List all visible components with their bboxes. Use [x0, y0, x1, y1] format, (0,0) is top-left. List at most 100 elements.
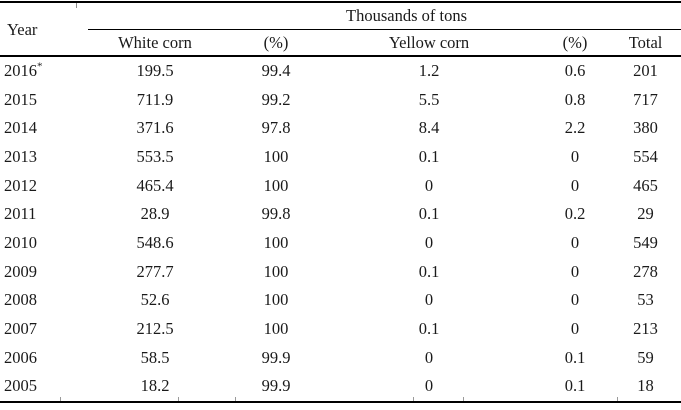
- white-corn-value-cell: 371.6: [136, 118, 174, 138]
- yellow-corn-pct-cell: 0.8: [564, 89, 586, 109]
- year-cell: 2007: [0, 315, 76, 344]
- yellow-corn-pct-cell: 0.1: [564, 376, 586, 396]
- yellow-corn-value-cell: 0.1: [418, 204, 440, 224]
- year-label: 2013: [4, 147, 37, 167]
- yellow-corn-value-cell: 0: [424, 233, 434, 253]
- table-row: 2014 371.6 97.8 8.4 2.2 380: [0, 114, 681, 143]
- year-cell: 2008: [0, 286, 76, 315]
- white-corn-pct-cell: 100: [263, 261, 289, 281]
- white-corn-pct-cell: 99.2: [261, 89, 291, 109]
- year-cell: 2011: [0, 200, 76, 229]
- year-label: 2015: [4, 89, 37, 109]
- table-row: 2016* 199.5 99.4 1.2 0.6 201: [0, 57, 681, 86]
- white-corn-value-cell: 277.7: [136, 261, 174, 281]
- yellow-corn-value-cell: 1.2: [418, 61, 440, 81]
- table-row: 2010 548.6 100 0 0 549: [0, 229, 681, 258]
- yellow-corn-value-cell: 0: [424, 376, 434, 396]
- white-corn-value-cell: 199.5: [136, 61, 174, 81]
- year-label: 2010: [4, 233, 37, 253]
- table-body: 2016* 199.5 99.4 1.2 0.6 201 2015 711.9 …: [0, 57, 681, 401]
- column-boundary-tick: [463, 397, 464, 401]
- yellow-corn-value-cell: 0.1: [418, 147, 440, 167]
- yellow-corn-pct-cell: 0: [570, 318, 580, 338]
- group-header-thousands-of-tons: Thousands of tons: [346, 5, 468, 25]
- table-row: 2005 18.2 99.9 0 0.1 18: [0, 372, 681, 401]
- header-bottom-rule: [0, 55, 681, 57]
- year-label: 2012: [4, 175, 37, 195]
- yellow-corn-value-cell: 5.5: [418, 89, 440, 109]
- white-corn-value-cell: 711.9: [136, 89, 174, 109]
- column-boundary-tick: [235, 397, 236, 401]
- table-row: 2007 212.5 100 0.1 0 213: [0, 315, 681, 344]
- column-header-row: White corn (%) Yellow corn (%) Total: [0, 29, 681, 57]
- column-header-yellow-corn-pct: (%): [562, 32, 588, 52]
- white-corn-pct-cell: 100: [263, 290, 289, 310]
- white-corn-value-cell: 465.4: [136, 175, 174, 195]
- yellow-corn-value-cell: 0: [424, 347, 434, 367]
- column-header-year: Year: [7, 19, 38, 39]
- total-value-cell: 554: [633, 147, 658, 167]
- total-value-cell: 717: [633, 89, 658, 109]
- yellow-corn-pct-cell: 0: [570, 175, 580, 195]
- table-row: 2009 277.7 100 0.1 0 278: [0, 258, 681, 287]
- column-header-total: Total: [628, 32, 663, 52]
- column-boundary-tick: [76, 3, 77, 8]
- year-cell: 2015: [0, 86, 76, 115]
- column-boundary-tick: [413, 397, 414, 401]
- year-cell: 2014: [0, 114, 76, 143]
- yellow-corn-value-cell: 8.4: [418, 118, 440, 138]
- yellow-corn-pct-cell: 0.2: [564, 204, 586, 224]
- year-cell: 2013: [0, 143, 76, 172]
- table-bottom-rule: [0, 401, 681, 403]
- white-corn-pct-cell: 99.9: [261, 347, 291, 367]
- yellow-corn-pct-cell: 0: [570, 233, 580, 253]
- white-corn-value-cell: 18.2: [140, 376, 170, 396]
- total-value-cell: 29: [637, 204, 654, 224]
- yellow-corn-value-cell: 0: [424, 290, 434, 310]
- column-boundary-tick: [60, 397, 61, 401]
- total-value-cell: 59: [637, 347, 654, 367]
- column-boundary-tick: [178, 397, 179, 401]
- year-label: 2014: [4, 118, 37, 138]
- column-boundary-tick: [617, 397, 618, 401]
- year-label: 2011: [4, 204, 37, 224]
- year-cell: 2005: [0, 372, 76, 401]
- white-corn-value-cell: 58.5: [140, 347, 170, 367]
- total-value-cell: 53: [637, 290, 654, 310]
- white-corn-value-cell: 52.6: [140, 290, 170, 310]
- yellow-corn-pct-cell: 0.1: [564, 347, 586, 367]
- yellow-corn-pct-cell: 0: [570, 261, 580, 281]
- white-corn-pct-cell: 99.8: [261, 204, 291, 224]
- total-value-cell: 380: [633, 118, 658, 138]
- table-top-rule: [0, 1, 681, 3]
- year-cell: 2009: [0, 258, 76, 287]
- yellow-corn-pct-cell: 0.6: [564, 61, 586, 81]
- white-corn-value-cell: 212.5: [136, 318, 174, 338]
- yellow-corn-value-cell: 0.1: [418, 318, 440, 338]
- table-row: 2006 58.5 99.9 0 0.1 59: [0, 344, 681, 373]
- table-row: 2012 465.4 100 0 0 465: [0, 172, 681, 201]
- yellow-corn-pct-cell: 2.2: [564, 118, 586, 138]
- total-value-cell: 213: [633, 318, 658, 338]
- year-label: 2008: [4, 290, 37, 310]
- yellow-corn-pct-cell: 0: [570, 290, 580, 310]
- year-cell: 2016*: [0, 57, 76, 86]
- total-value-cell: 201: [633, 61, 658, 81]
- white-corn-pct-cell: 100: [263, 318, 289, 338]
- table-row: 2011 28.9 99.8 0.1 0.2 29: [0, 200, 681, 229]
- table-row: 2008 52.6 100 0 0 53: [0, 286, 681, 315]
- year-cell: 2012: [0, 172, 76, 201]
- footnote-marker: *: [37, 60, 43, 73]
- white-corn-pct-cell: 100: [263, 175, 289, 195]
- group-header-underline-rule: [88, 29, 681, 30]
- total-value-cell: 278: [633, 261, 658, 281]
- column-header-white-corn-pct: (%): [263, 32, 289, 52]
- white-corn-value-cell: 28.9: [140, 204, 170, 224]
- year-label: 2007: [4, 318, 37, 338]
- white-corn-pct-cell: 99.4: [261, 61, 291, 81]
- total-value-cell: 465: [633, 175, 658, 195]
- column-header-white-corn: White corn: [118, 32, 192, 52]
- white-corn-value-cell: 548.6: [136, 233, 174, 253]
- yellow-corn-value-cell: 0: [424, 175, 434, 195]
